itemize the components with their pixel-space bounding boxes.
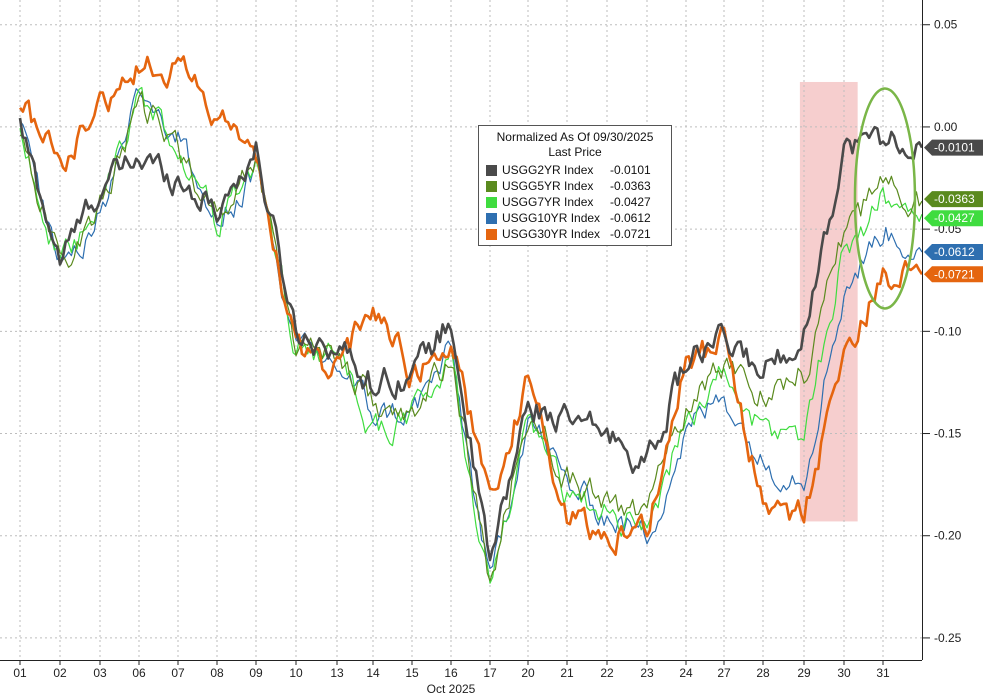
last-price-tag-usgg5yr: -0.0363 <box>924 191 983 208</box>
last-price-tag-bg <box>924 139 983 156</box>
legend-name-usgg10yr: USGG10YR Index <box>502 211 601 225</box>
last-price-tag-bg <box>924 266 983 283</box>
series-line-usgg2yr <box>18 117 924 562</box>
last-price-tag-text: -0.0363 <box>934 192 975 206</box>
legend-value-usgg30yr: -0.0721 <box>610 227 651 241</box>
legend-item-usgg2yr: USGG2YR Index -0.0101 <box>479 162 671 178</box>
x-tick-label-13: 13 <box>330 666 344 680</box>
x-tick-label-24: 24 <box>679 666 693 680</box>
annotation-layer <box>853 87 917 310</box>
legend-item-usgg5yr: USGG5YR Index -0.0363 <box>479 178 671 194</box>
x-tick-label-15: 15 <box>405 666 419 680</box>
legend-item-usgg30yr: USGG30YR Index -0.0721 <box>479 226 671 242</box>
series-layer <box>18 55 924 584</box>
legend-swatch-usgg5yr <box>486 180 497 192</box>
x-tick-label-07: 07 <box>171 666 185 680</box>
series-line-usgg5yr <box>19 91 923 582</box>
legend-swatch-usgg2yr <box>486 164 497 176</box>
y-tick-label-1: 0.00 <box>934 120 958 134</box>
circle-annotation <box>853 87 917 310</box>
last-price-tag-bg <box>924 210 983 227</box>
last-price-tag-usgg7yr: -0.0427 <box>924 210 983 227</box>
x-tick-label-06: 06 <box>132 666 146 680</box>
x-tick-label-16: 16 <box>444 666 458 680</box>
legend-name-usgg2yr: USGG2YR Index <box>502 163 594 177</box>
last-price-tag-usgg10yr: -0.0612 <box>924 244 983 261</box>
y-tick-label-6: -0.25 <box>934 631 962 645</box>
x-tick-label-10: 10 <box>289 666 303 680</box>
legend-value-usgg5yr: -0.0363 <box>610 179 651 193</box>
x-tick-label-09: 09 <box>249 666 263 680</box>
x-tick-label-03: 03 <box>93 666 107 680</box>
grid-layer <box>0 0 922 660</box>
y-tick-label-5: -0.20 <box>934 529 962 543</box>
y-tick-label-3: -0.10 <box>934 324 962 338</box>
x-tick-label-22: 22 <box>600 666 614 680</box>
last-price-tag-bg <box>924 191 983 208</box>
x-axis-label: Oct 2025 <box>427 682 476 696</box>
x-tick-label-21: 21 <box>560 666 574 680</box>
x-tick-label-30: 30 <box>837 666 851 680</box>
y-tick-label-4: -0.15 <box>934 427 962 441</box>
legend-swatch-usgg30yr <box>486 228 497 240</box>
last-price-tag-text: -0.0612 <box>934 245 975 259</box>
last-price-tag-usgg30yr: -0.0721 <box>924 266 983 283</box>
x-tick-label-23: 23 <box>640 666 654 680</box>
x-tick-label-01: 01 <box>13 666 27 680</box>
highlight-region <box>799 81 858 522</box>
last-price-tag-text: -0.0427 <box>934 211 975 225</box>
legend-value-usgg10yr: -0.0612 <box>610 211 651 225</box>
x-tick-label-17: 17 <box>483 666 497 680</box>
y-tick-label-0: 0.05 <box>934 18 958 32</box>
x-tick-label-31: 31 <box>876 666 890 680</box>
legend-name-usgg7yr: USGG7YR Index <box>502 195 594 209</box>
last-price-tag-bg <box>924 244 983 261</box>
last-price-tag-text: -0.0721 <box>934 267 975 281</box>
legend-name-usgg5yr: USGG5YR Index <box>502 179 594 193</box>
x-tick-label-14: 14 <box>366 666 380 680</box>
x-tick-label-28: 28 <box>756 666 770 680</box>
legend-item-usgg10yr: USGG10YR Index -0.0612 <box>479 210 671 226</box>
last-price-tag-usgg2yr: -0.0101 <box>924 139 983 156</box>
legend-name-usgg30yr: USGG30YR Index <box>502 227 601 241</box>
legend: Normalized As Of 09/30/2025 Last Price U… <box>478 125 672 246</box>
x-tick-label-20: 20 <box>521 666 535 680</box>
legend-swatch-usgg10yr <box>486 212 497 224</box>
x-tick-label-29: 29 <box>797 666 811 680</box>
legend-subtitle: Last Price <box>548 145 602 159</box>
legend-swatch-usgg7yr <box>486 196 497 208</box>
legend-value-usgg7yr: -0.0427 <box>610 195 651 209</box>
legend-value-usgg2yr: -0.0101 <box>610 163 651 177</box>
x-tick-label-27: 27 <box>717 666 731 680</box>
series-line-usgg30yr <box>18 55 924 556</box>
legend-item-usgg7yr: USGG7YR Index -0.0427 <box>479 194 671 210</box>
highlight-region-layer <box>799 81 858 522</box>
last-price-tag-text: -0.0101 <box>934 141 975 155</box>
legend-title: Normalized As Of 09/30/2025 <box>496 130 654 144</box>
x-tick-label-02: 02 <box>53 666 67 680</box>
x-tick-label-08: 08 <box>210 666 224 680</box>
